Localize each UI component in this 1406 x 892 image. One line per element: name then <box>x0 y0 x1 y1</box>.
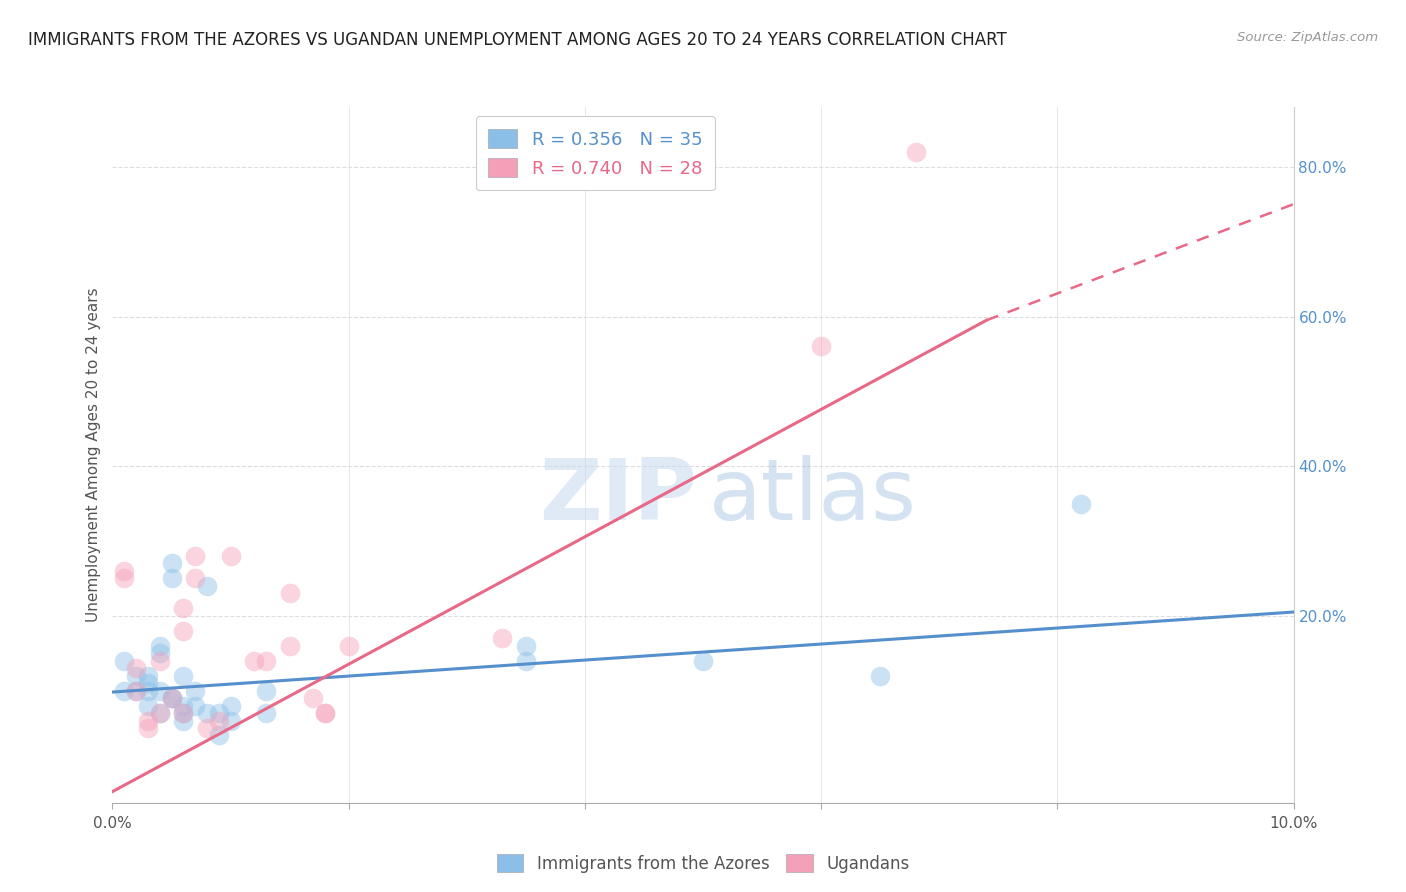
Point <box>160 557 183 571</box>
Point <box>208 706 231 720</box>
Point <box>136 676 159 690</box>
Text: Source: ZipAtlas.com: Source: ZipAtlas.com <box>1237 31 1378 45</box>
Point <box>195 706 218 720</box>
Text: 0.0%: 0.0% <box>93 816 132 831</box>
Point <box>160 571 183 585</box>
Point <box>160 691 183 706</box>
Point <box>314 706 336 720</box>
Point <box>125 683 148 698</box>
Text: IMMIGRANTS FROM THE AZORES VS UGANDAN UNEMPLOYMENT AMONG AGES 20 TO 24 YEARS COR: IMMIGRANTS FROM THE AZORES VS UGANDAN UN… <box>28 31 1007 49</box>
Point <box>337 639 360 653</box>
Point <box>160 691 183 706</box>
Point <box>195 579 218 593</box>
Point <box>692 654 714 668</box>
Point <box>112 654 135 668</box>
Text: 10.0%: 10.0% <box>1270 816 1317 831</box>
Point <box>112 564 135 578</box>
Point <box>125 683 148 698</box>
Point <box>172 668 194 682</box>
Point <box>172 706 194 720</box>
Point <box>904 145 927 159</box>
Point <box>278 639 301 653</box>
Text: ZIP: ZIP <box>540 455 697 538</box>
Point <box>136 683 159 698</box>
Point <box>1070 497 1092 511</box>
Point <box>254 706 277 720</box>
Point <box>208 729 231 743</box>
Point <box>302 691 325 706</box>
Point <box>160 691 183 706</box>
Y-axis label: Unemployment Among Ages 20 to 24 years: Unemployment Among Ages 20 to 24 years <box>86 287 101 623</box>
Point <box>491 631 513 645</box>
Point <box>112 571 135 585</box>
Point <box>219 549 242 563</box>
Point <box>184 571 207 585</box>
Point <box>184 698 207 713</box>
Point <box>208 714 231 728</box>
Point <box>195 721 218 735</box>
Point <box>172 706 194 720</box>
Point <box>172 624 194 638</box>
Point <box>219 714 242 728</box>
Point <box>149 639 172 653</box>
Point <box>254 654 277 668</box>
Point <box>810 339 832 353</box>
Point <box>219 698 242 713</box>
Point <box>149 654 172 668</box>
Point <box>136 721 159 735</box>
Point <box>254 683 277 698</box>
Point <box>184 683 207 698</box>
Legend: Immigrants from the Azores, Ugandans: Immigrants from the Azores, Ugandans <box>491 847 915 880</box>
Point <box>314 706 336 720</box>
Point <box>515 654 537 668</box>
Point <box>136 714 159 728</box>
Point <box>149 706 172 720</box>
Point <box>149 646 172 660</box>
Point <box>515 639 537 653</box>
Point <box>243 654 266 668</box>
Point <box>172 714 194 728</box>
Text: atlas: atlas <box>709 455 917 538</box>
Point <box>869 668 891 682</box>
Point <box>125 668 148 682</box>
Point <box>125 661 148 675</box>
Point <box>149 683 172 698</box>
Point <box>278 586 301 600</box>
Point <box>172 601 194 615</box>
Point <box>184 549 207 563</box>
Point <box>136 668 159 682</box>
Point <box>112 683 135 698</box>
Point <box>172 698 194 713</box>
Point <box>136 698 159 713</box>
Legend: R = 0.356   N = 35, R = 0.740   N = 28: R = 0.356 N = 35, R = 0.740 N = 28 <box>475 116 716 190</box>
Point <box>149 706 172 720</box>
